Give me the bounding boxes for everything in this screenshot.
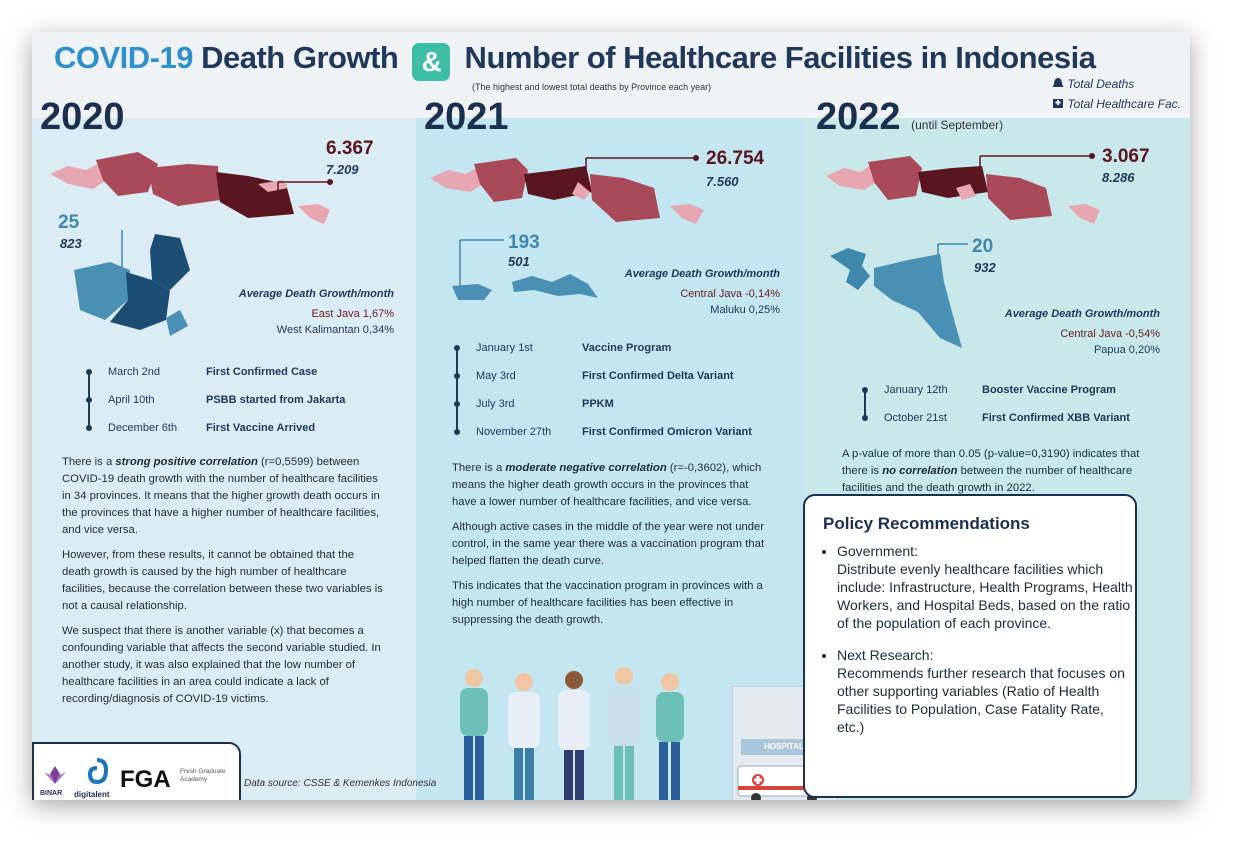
policy-list: Government:Distribute evenly healthcare … [805, 542, 1135, 736]
binar-logo-text: BINAR [40, 790, 63, 797]
digitalent-logo-icon [87, 758, 108, 784]
legend-deaths: Total Deaths [1052, 77, 1181, 91]
hospital-icon [1053, 99, 1063, 108]
timeline-item: January 1st Vaccine Program [454, 342, 796, 370]
year-2022: 2022 (until September) [816, 96, 1004, 138]
high-deaths-2020: 6.367 [326, 138, 374, 159]
legend-deaths-label: Total Deaths [1067, 77, 1135, 91]
analysis-2022: A p-value of more than 0.05 (p-value=0,3… [842, 448, 1140, 494]
policy-title: Policy Recommendations [823, 514, 1030, 533]
policy-item-research: Next Research:Recommends further researc… [837, 646, 1135, 736]
growth-2022: Average Death Growth/month Central Java … [1004, 308, 1160, 356]
page-title: COVID-19 Death Growth & Number of Health… [54, 40, 1096, 81]
low-facilities-2020: 823 [60, 236, 82, 251]
legend-facilities: Total Healthcare Fac. [1052, 97, 1181, 111]
high-deaths-2022: 3.067 [1102, 146, 1150, 167]
timeline-item: December 6th First Vaccine Arrived [86, 422, 388, 450]
binar-logo-icon [44, 766, 66, 784]
infographic-poster: COVID-19 Death Growth & Number of Health… [32, 32, 1190, 800]
year-2021: 2021 [424, 96, 509, 138]
java-map-2022 [826, 153, 1100, 224]
bell-icon [1053, 78, 1063, 87]
java-map-2021 [430, 155, 704, 224]
timeline-item: October 21st First Confirmed XBB Variant [862, 412, 1164, 440]
high-deaths-2021: 26.754 [706, 148, 765, 169]
title-covid: COVID-19 [54, 40, 193, 75]
analysis-2020: There is a strong positive correlation (… [62, 456, 383, 705]
java-map-2020 [50, 152, 333, 224]
health-workers-illustration [460, 667, 684, 800]
legend-facilities-label: Total Healthcare Fac. [1067, 97, 1181, 111]
timeline-2020: March 2nd First Confirmed Case April 10th… [86, 366, 388, 450]
timeline-2022: January 12th Booster Vaccine Program Octo… [862, 384, 1164, 440]
timeline-2021: January 1st Vaccine Program May 3rd First … [454, 342, 796, 454]
low-facilities-2022: 932 [974, 260, 996, 275]
papua-map-2022 [830, 243, 968, 348]
timeline-item: July 3rd PPKM [454, 398, 796, 426]
analysis-2021: There is a moderate negative correlation… [452, 462, 765, 626]
low-facilities-2021: 501 [508, 254, 530, 269]
title-part-2: Death Growth [192, 40, 407, 75]
high-facilities-2020: 7.209 [326, 162, 359, 177]
low-deaths-2022: 20 [972, 236, 994, 257]
timeline-item: January 12th Booster Vaccine Program [862, 384, 1164, 412]
policy-item-government: Government:Distribute evenly healthcare … [837, 542, 1135, 632]
timeline-item: March 2nd First Confirmed Case [86, 366, 388, 394]
timeline-item: November 27th First Confirmed Omicron Var… [454, 426, 796, 454]
timeline-item: April 10th PSBB started from Jakarta [86, 394, 388, 422]
low-deaths-2020: 25 [58, 212, 80, 233]
title-part-3: Number of Healthcare Facilities in Indon… [456, 40, 1096, 75]
maluku-map-2021 [452, 239, 598, 300]
ampersand-badge: & [412, 43, 451, 81]
data-source: Data source: CSSE & Kemenkes Indonesia [244, 778, 437, 789]
kalimantan-map-2020 [74, 230, 190, 336]
subtitle: (The highest and lowest total deaths by … [472, 82, 712, 92]
growth-2021: Average Death Growth/month Central Java … [624, 268, 780, 316]
growth-2020: Average Death Growth/month East Java 1,6… [238, 288, 394, 336]
digitalent-logo-text: digitalent [74, 790, 110, 799]
fga-logo-subtext: Fresh Graduate Academy [180, 768, 226, 783]
legend: Total Deaths Total Healthcare Fac. [1052, 77, 1181, 117]
timeline-item: May 3rd First Confirmed Delta Variant [454, 370, 796, 398]
year-2020: 2020 [40, 96, 125, 138]
sponsor-logos: BINAR digitalent FGA Fresh Graduate Acad… [32, 742, 241, 800]
header-band [32, 32, 1190, 118]
high-facilities-2021: 7.560 [706, 174, 739, 189]
policy-recommendations: Policy Recommendations Government:Distri… [803, 494, 1137, 798]
low-deaths-2021: 193 [508, 232, 540, 253]
high-facilities-2022: 8.286 [1102, 170, 1135, 185]
fga-logo: FGA [120, 766, 171, 793]
